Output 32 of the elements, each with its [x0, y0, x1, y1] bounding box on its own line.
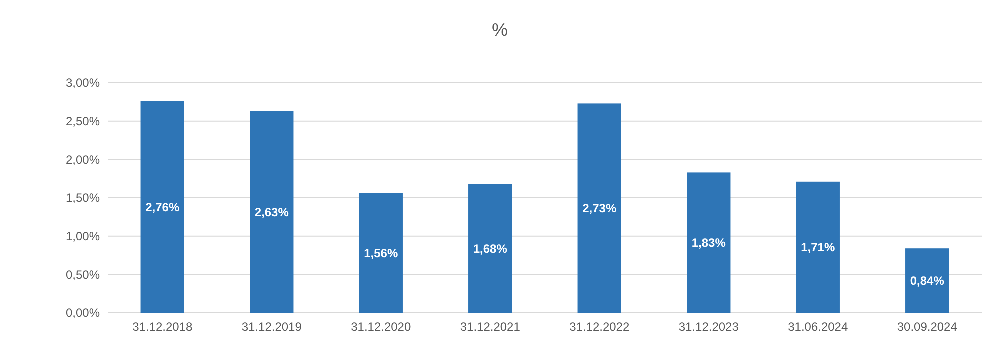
data-label: 1,56% — [364, 246, 398, 260]
bar — [250, 111, 294, 313]
x-tick-label: 31.12.2019 — [242, 320, 302, 334]
x-tick-label: 31.12.2023 — [678, 320, 740, 334]
data-label: 1,83% — [692, 236, 726, 250]
y-tick-label: 0,50% — [66, 268, 100, 282]
data-label: 1,68% — [473, 242, 508, 256]
y-tick-label: 1,50% — [66, 191, 100, 206]
y-tick-label: 0,00% — [66, 306, 100, 320]
x-tick-label: 30.09.2024 — [897, 320, 958, 334]
bar — [687, 172, 731, 313]
data-label: 2,73% — [582, 202, 617, 216]
y-tick-label: 2,00% — [66, 152, 100, 167]
bar — [359, 193, 403, 313]
chart-title: % — [492, 20, 508, 40]
x-tick-label: 31.12.2022 — [570, 320, 630, 334]
x-tick-label: 31.12.2020 — [351, 320, 412, 334]
x-tick-label: 31.12.2018 — [132, 320, 193, 334]
y-tick-label: 3,00% — [66, 76, 100, 90]
x-tick-label: 31.06.2024 — [788, 320, 848, 334]
bar — [906, 248, 950, 313]
y-tick-label: 1,00% — [66, 230, 100, 244]
x-tick-label: 31.12.2021 — [460, 320, 521, 334]
bar — [578, 104, 622, 313]
data-label: 0,84% — [910, 274, 945, 288]
data-label: 1,71% — [801, 240, 836, 255]
data-label: 2,63% — [254, 205, 290, 220]
bar — [140, 101, 184, 313]
bar — [796, 182, 840, 313]
data-label: 2,76% — [146, 200, 180, 214]
bar — [468, 184, 512, 313]
y-tick-label: 2,50% — [66, 114, 100, 129]
